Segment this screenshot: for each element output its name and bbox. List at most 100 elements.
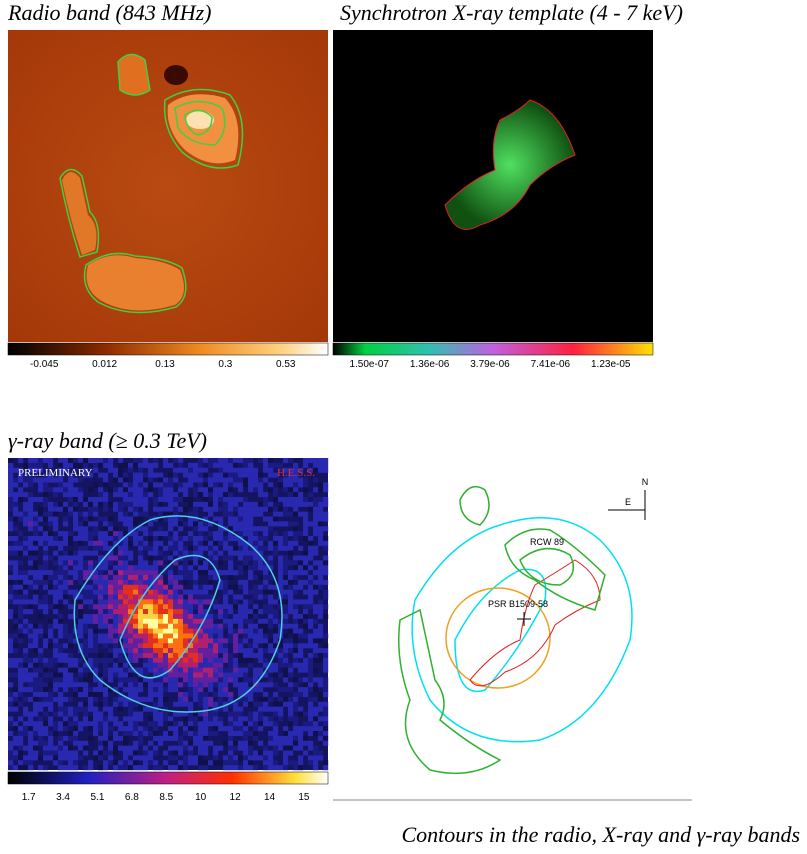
pixel (313, 750, 319, 756)
pixel (323, 692, 329, 698)
pixel (133, 589, 139, 595)
pixel (308, 760, 314, 766)
pixel (103, 692, 109, 698)
pixel (218, 462, 224, 468)
pixel (113, 594, 119, 600)
pixel (153, 657, 159, 663)
pixel (78, 550, 84, 556)
pixel (93, 716, 99, 722)
pixel (323, 726, 329, 732)
pixel (223, 462, 229, 468)
pixel (213, 531, 219, 537)
pixel (68, 579, 74, 585)
pixel (13, 672, 19, 678)
pixel (68, 750, 74, 756)
pixel (213, 731, 219, 737)
pixel (148, 638, 154, 644)
pixel (198, 458, 204, 464)
pixel (303, 740, 309, 746)
pixel (258, 672, 264, 678)
pixel (273, 653, 279, 659)
pixel (148, 536, 154, 542)
pixel (218, 633, 224, 639)
pixel (238, 623, 244, 629)
pixel (313, 545, 319, 551)
pixel (133, 516, 139, 522)
pixel (178, 618, 184, 624)
pixel (298, 745, 304, 751)
pixel (108, 623, 114, 629)
pixel (253, 638, 259, 644)
pixel (103, 521, 109, 527)
pixel (103, 472, 109, 478)
pixel (248, 540, 254, 546)
pixel (63, 667, 69, 673)
pixel (98, 516, 104, 522)
pixel (138, 687, 144, 693)
pixel (193, 623, 199, 629)
pixel (63, 521, 69, 527)
pixel (193, 638, 199, 644)
pixel (188, 497, 194, 503)
pixel (168, 609, 174, 615)
pixel (78, 575, 84, 581)
pixel (178, 721, 184, 727)
pixel (38, 701, 44, 707)
pixel (103, 740, 109, 746)
pixel (158, 711, 164, 717)
pixel (308, 565, 314, 571)
pixel (148, 760, 154, 766)
pixel (33, 545, 39, 551)
pixel (183, 575, 189, 581)
pixel (288, 745, 294, 751)
pixel (238, 667, 244, 673)
pixel (28, 599, 34, 605)
pixel (238, 716, 244, 722)
pixel (163, 506, 169, 512)
pixel (78, 618, 84, 624)
pixel (283, 662, 289, 668)
pixel (153, 653, 159, 659)
pixel (88, 575, 94, 581)
pixel (148, 467, 154, 473)
pixel (243, 745, 249, 751)
pixel (138, 584, 144, 590)
pixel (243, 731, 249, 737)
pixel (283, 731, 289, 737)
pixel (188, 643, 194, 649)
pixel (288, 560, 294, 566)
pixel (203, 536, 209, 542)
pixel (183, 579, 189, 585)
pixel (83, 526, 89, 532)
pixel (188, 555, 194, 561)
pixel (188, 648, 194, 654)
pixel (153, 750, 159, 756)
pixel (233, 726, 239, 732)
pixel (78, 487, 84, 493)
pixel (248, 740, 254, 746)
pixel (33, 589, 39, 595)
pixel (23, 594, 29, 600)
pixel (273, 711, 279, 717)
pixel (213, 677, 219, 683)
pixel (198, 662, 204, 668)
pixel (233, 638, 239, 644)
pixel (228, 711, 234, 717)
pixel (138, 462, 144, 468)
pixel (63, 516, 69, 522)
pixel (118, 467, 124, 473)
pixel (213, 760, 219, 766)
pixel (143, 458, 149, 464)
pixel (118, 531, 124, 537)
pixel (148, 618, 154, 624)
pixel (43, 501, 49, 507)
pixel (168, 653, 174, 659)
pixel (108, 579, 114, 585)
pixel (233, 614, 239, 620)
pixel (13, 497, 19, 503)
pixel (123, 521, 129, 527)
pixel (198, 609, 204, 615)
pixel (153, 540, 159, 546)
pixel (213, 745, 219, 751)
pixel (228, 570, 234, 576)
